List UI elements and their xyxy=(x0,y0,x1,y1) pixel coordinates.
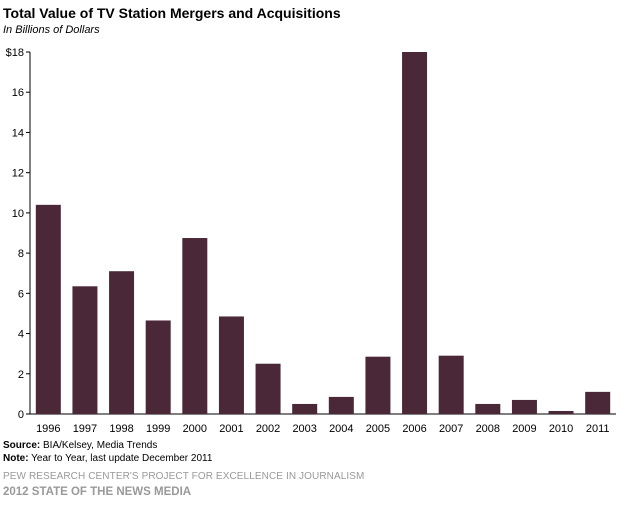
x-tick-label: 2003 xyxy=(292,423,316,435)
y-tick-label: 6 xyxy=(18,288,24,300)
x-tick-label: 2009 xyxy=(512,423,536,435)
y-tick-label: $18 xyxy=(6,47,24,59)
note-text: Year to Year, last update December 2011 xyxy=(28,453,213,464)
note-line: Note: Year to Year, last update December… xyxy=(3,453,212,464)
bar xyxy=(402,52,428,414)
x-tick-label: 2008 xyxy=(476,423,500,435)
x-tick-label: 1997 xyxy=(73,423,97,435)
source-label: Source: xyxy=(3,440,41,451)
x-tick-label: 1999 xyxy=(146,423,170,435)
x-tick-label: 2007 xyxy=(439,423,463,435)
y-tick-label: 10 xyxy=(12,208,24,220)
y-tick-label: 12 xyxy=(12,168,24,180)
bar xyxy=(292,403,318,414)
bar xyxy=(365,356,391,414)
source-text: BIA/Kelsey, Media Trends xyxy=(40,440,158,451)
bar xyxy=(548,410,574,414)
y-tick-label: 8 xyxy=(18,248,24,260)
note-label: Note: xyxy=(3,453,29,464)
bar xyxy=(218,316,244,414)
x-tick-label: 2004 xyxy=(329,423,353,435)
bar-chart: 0 2 4 6 8 10 12 14 16 $18 1996 1997 1998 1999 2000 2001… xyxy=(6,47,616,435)
bar xyxy=(475,403,501,414)
y-tick-label: 2 xyxy=(18,369,24,381)
x-tick-label: 1996 xyxy=(36,423,60,435)
y-tick-label: 16 xyxy=(12,87,24,99)
bar xyxy=(145,320,171,414)
x-tick-label: 2001 xyxy=(219,423,243,435)
x-tick-label: 2011 xyxy=(586,423,610,435)
source-line: Source: BIA/Kelsey, Media Trends xyxy=(3,440,157,451)
bar xyxy=(511,399,537,414)
bar xyxy=(109,271,135,414)
x-tick-label: 2000 xyxy=(183,423,207,435)
x-tick-label: 2002 xyxy=(256,423,280,435)
x-tick-label: 2006 xyxy=(402,423,426,435)
chart-subtitle: In Billions of Dollars xyxy=(3,24,100,36)
bar xyxy=(328,396,354,414)
org-credit: PEW RESEARCH CENTER'S PROJECT FOR EXCELL… xyxy=(3,471,365,482)
x-tick-label: 2005 xyxy=(366,423,390,435)
y-tick-label: 0 xyxy=(18,409,24,421)
report-title: 2012 STATE OF THE NEWS MEDIA xyxy=(3,486,192,498)
bar xyxy=(72,286,98,414)
x-tick-label: 2010 xyxy=(549,423,573,435)
chart-title: Total Value of TV Station Mergers and Ac… xyxy=(3,5,341,21)
bar xyxy=(182,238,208,414)
bar xyxy=(438,355,464,414)
bar xyxy=(255,363,281,414)
y-tick-label: 14 xyxy=(12,127,24,139)
x-tick-label: 1998 xyxy=(109,423,133,435)
bar xyxy=(35,204,61,414)
bar xyxy=(585,391,611,414)
y-tick-label: 4 xyxy=(18,329,24,341)
